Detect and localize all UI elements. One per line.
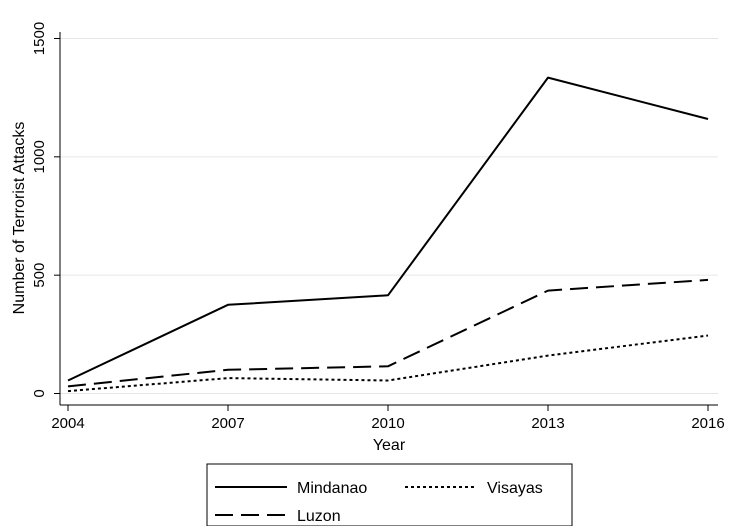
x-tick-label: 2007	[211, 415, 244, 432]
x-tick-label: 2010	[371, 415, 404, 432]
x-tick-label: 2016	[691, 415, 724, 432]
series-line-luzon	[67, 278, 709, 388]
legend: Mindanao Visayas Luzon	[215, 480, 543, 525]
series-line-visayas	[67, 334, 709, 393]
legend-label-visayas: Visayas	[487, 480, 543, 497]
series-line-mindanao	[67, 76, 709, 382]
y-axis-label: Number of Terrorist Attacks	[11, 122, 28, 315]
legend-label-mindanao: Mindanao	[297, 480, 367, 497]
legend-label-luzon: Luzon	[297, 508, 341, 525]
y-tick-label: 1500	[31, 22, 48, 55]
x-tick-label: 2004	[51, 415, 84, 432]
y-tick-label: 1000	[31, 140, 48, 173]
grid-lines	[60, 38, 718, 394]
series-layer	[67, 76, 709, 393]
legend-box	[206, 463, 573, 526]
x-tick-label: 2013	[531, 415, 564, 432]
y-tick-label: 500	[31, 263, 48, 288]
x-ticks: 2004 2007 2010 2013 2016	[51, 405, 725, 432]
y-ticks: 0 500 1000 1500	[31, 22, 60, 398]
y-tick-label: 0	[31, 389, 48, 397]
x-axis-label: Year	[373, 437, 406, 454]
